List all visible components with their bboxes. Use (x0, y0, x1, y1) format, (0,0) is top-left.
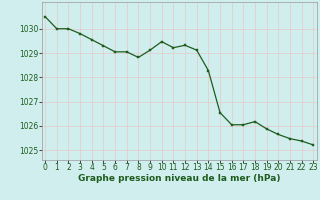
X-axis label: Graphe pression niveau de la mer (hPa): Graphe pression niveau de la mer (hPa) (78, 174, 280, 183)
